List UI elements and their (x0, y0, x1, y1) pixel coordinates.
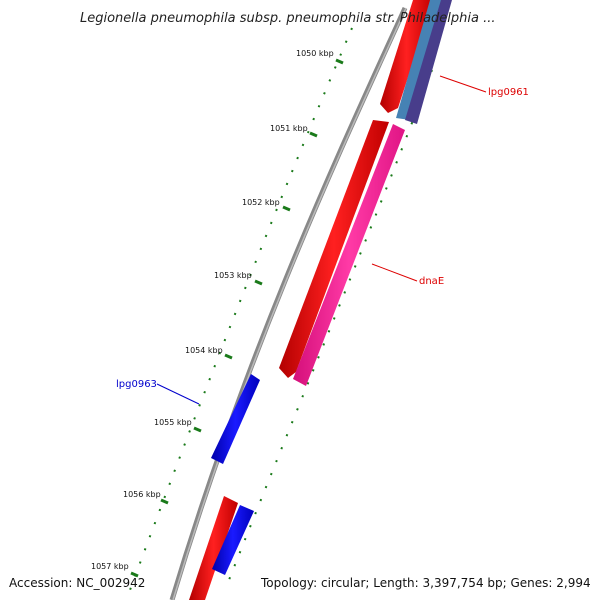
leader-line-lpg0961 (439, 75, 487, 93)
tick-label-1053: 1053 kbp (214, 271, 252, 280)
gene-feature-blue-cds-2[interactable] (212, 505, 254, 575)
tick-label-1054: 1054 kbp (185, 346, 223, 355)
gene-label-dnaE[interactable]: dnaE (419, 276, 444, 287)
tick-label-1051: 1051 kbp (270, 124, 308, 133)
backbone-ring-highlight (172, 7, 407, 600)
gene-feature-lpg0961-cds[interactable] (380, 0, 433, 113)
gene-label-lpg0963[interactable]: lpg0963 (116, 379, 157, 390)
tick-label-1057: 1057 kbp (91, 562, 129, 571)
backbone-ring (169, 6, 408, 600)
accession-label: Accession: NC_002942 (9, 576, 145, 590)
tick-label-1050: 1050 kbp (296, 49, 334, 58)
genome-summary: Topology: circular; Length: 3,397,754 bp… (260, 576, 591, 590)
leader-line-dnaE (371, 263, 418, 282)
gene-feature-dnaE-cds[interactable] (279, 120, 389, 378)
tick-marks (130, 58, 344, 578)
leader-line-lpg0963 (156, 383, 200, 405)
gene-feature-red-cds-3[interactable] (189, 496, 238, 600)
gene-feature-purple-cds[interactable] (405, 0, 452, 124)
tick-label-1052: 1052 kbp (242, 198, 280, 207)
map-title: Legionella pneumophila subsp. pneumophil… (80, 11, 496, 26)
tick-label-1056: 1056 kbp (123, 490, 161, 499)
gene-feature-lpg0963-cds[interactable] (211, 374, 260, 464)
gene-label-lpg0961[interactable]: lpg0961 (488, 87, 529, 98)
gene-feature-pink-cds[interactable] (293, 124, 405, 386)
tick-label-1055: 1055 kbp (154, 418, 192, 427)
tick-track-inner (224, 69, 433, 591)
